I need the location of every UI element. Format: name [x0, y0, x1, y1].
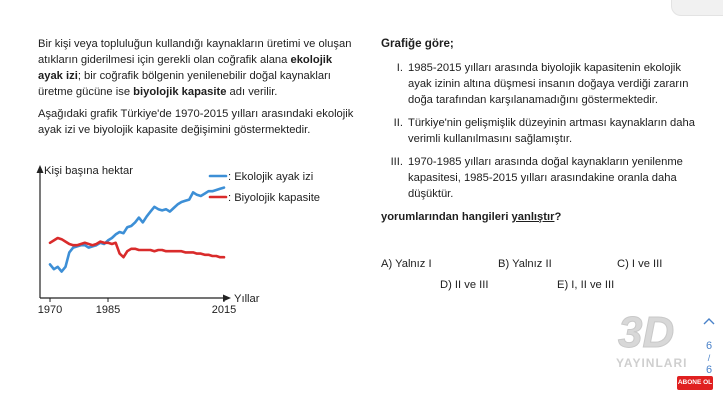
term-ecological-footprint: ekolojik ayak izi [38, 54, 333, 82]
svg-text:YAYINLARI: YAYINLARI [616, 356, 687, 370]
intro-text: Bir kişi veya topluluğun kullandığı kayn… [38, 36, 356, 144]
definition-paragraph: Bir kişi veya topluluğun kullandığı kayn… [38, 38, 352, 98]
option-e[interactable]: E) I, II ve III [557, 279, 615, 291]
total-pages: 6 [705, 364, 713, 376]
y-axis-label: Kişi başına hektar [44, 165, 133, 177]
page-separator: / [707, 353, 711, 363]
x-tick-label: 2015 [212, 304, 236, 316]
question-prompt: yorumlarından hangileri yanlıştır? [381, 211, 562, 223]
statement-text: 1970-1985 yılları arasında doğal kaynakl… [408, 156, 683, 200]
question-heading: Grafiğe göre; [381, 37, 454, 50]
line-chart: Kişi başına hektar Yıllar 1970 1985 2015 : Ek… [30, 162, 350, 320]
statement-2: II. Türkiye'nin gelişmişlik düzeyinin ar… [381, 115, 706, 147]
statement-text: Türkiye'nin gelişmişlik düzeyinin artmas… [408, 117, 695, 145]
chart-description: Aşağıdaki grafik Türkiye'de 1970-2015 yı… [38, 108, 354, 136]
svg-text:3D: 3D [618, 308, 674, 357]
x-tick-label: 1985 [96, 304, 120, 316]
subscribe-button[interactable]: ABONE OL [677, 376, 713, 390]
option-d[interactable]: D) II ve III [440, 279, 489, 291]
x-axis-arrow [223, 294, 231, 302]
x-tick-label: 1970 [38, 304, 62, 316]
chart-canvas: Kişi başına hektar Yıllar 1970 1985 2015 : Ek… [36, 165, 320, 316]
y-axis-arrow [36, 165, 44, 173]
option-a[interactable]: A) Yalnız I [381, 258, 432, 270]
statement-3: III. 1970-1985 yılları arasında doğal ka… [381, 154, 706, 202]
series-line-biocapacity [48, 236, 226, 259]
term-biocapacity: biyolojik kapasite [133, 86, 227, 98]
current-page: 6 [705, 340, 713, 352]
statement-number: III. [390, 156, 403, 168]
option-c[interactable]: C) I ve III [617, 258, 663, 270]
legend-label: : Ekolojik ayak izi [228, 171, 313, 183]
statement-1: I. 1985-2015 yılları arasında biyolojik … [381, 60, 706, 108]
emphasis-wrong: yanlıştır [511, 211, 555, 223]
statement-number: I. [396, 62, 403, 74]
option-b[interactable]: B) Yalnız II [498, 258, 552, 270]
x-axis-label: Yıllar [234, 293, 260, 305]
legend-label: : Biyolojik kapasite [228, 192, 320, 204]
statement-text: 1985-2015 yılları arasında biyolojik kap… [408, 62, 689, 106]
top-tab[interactable] [671, 0, 723, 16]
series-line-ecological-footprint [48, 186, 226, 273]
question-panel: Grafiğe göre; I. 1985-2015 yılları arası… [381, 36, 706, 225]
chevron-up-icon[interactable] [702, 316, 716, 326]
publisher-watermark: 3D YAYINLARI [608, 303, 696, 377]
statement-number: II. [393, 117, 403, 129]
page-navigation: 6 / 6 [698, 316, 720, 386]
watermark-logo: 3D YAYINLARI [616, 308, 687, 371]
